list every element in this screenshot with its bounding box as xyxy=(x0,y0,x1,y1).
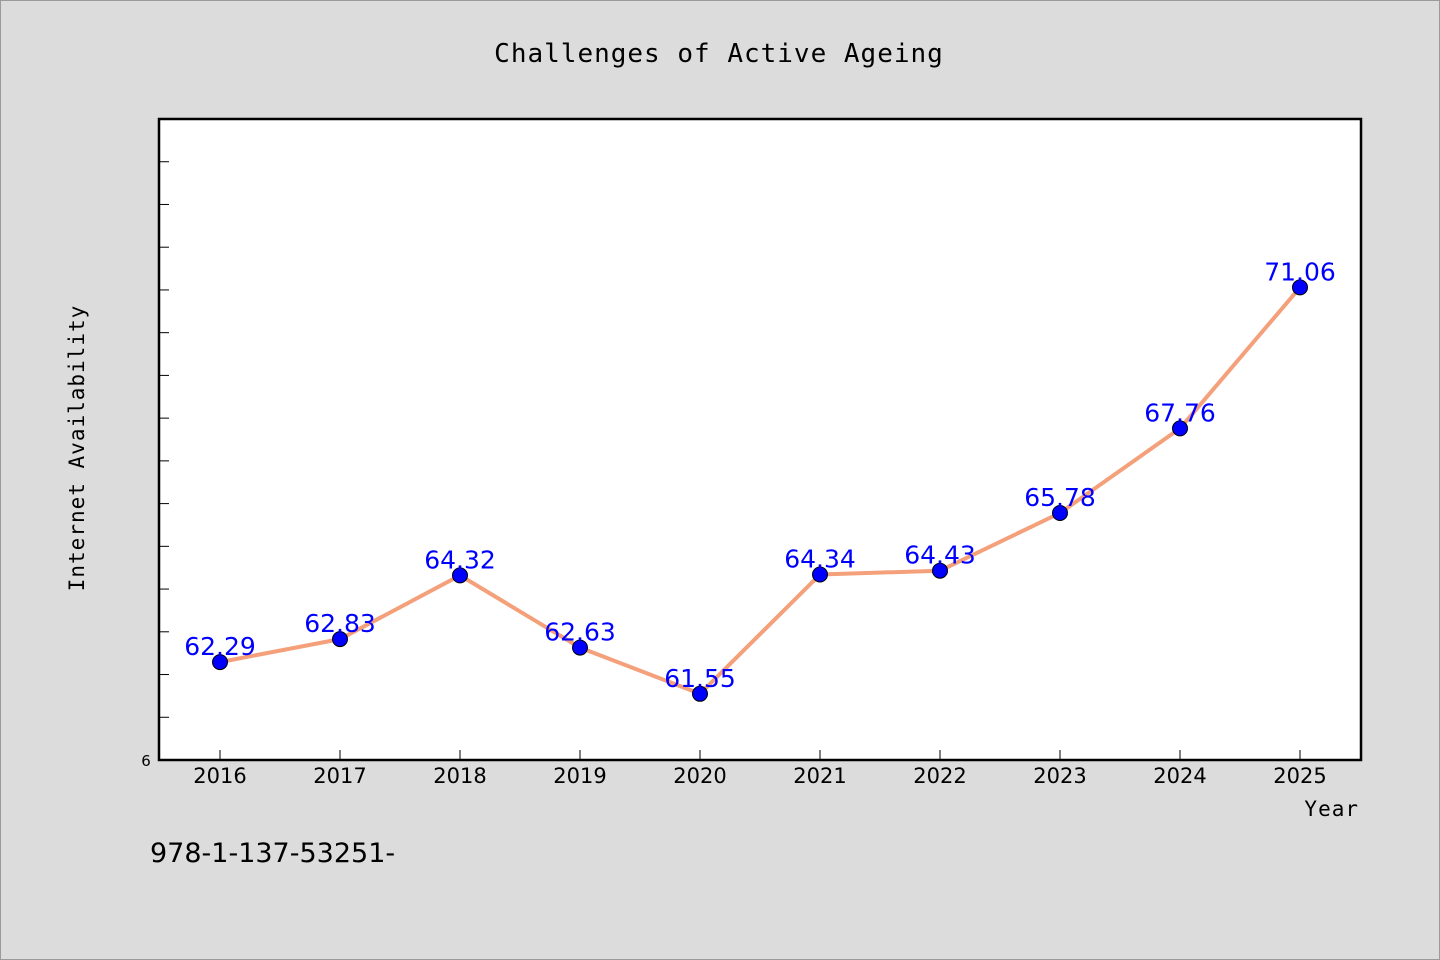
series-line xyxy=(218,285,1302,696)
isbn-text: 978-1-137-53251- xyxy=(150,838,395,869)
data-point-2019 xyxy=(572,639,588,656)
data-point-2024 xyxy=(1172,420,1188,437)
data-label-2018: 64.32 xyxy=(424,545,496,574)
data-point-2020 xyxy=(692,685,708,702)
data-point-2021 xyxy=(812,566,828,583)
data-labels: 62.29 62.83 64.32 62.63 61.55 64.34 64.43 65.78… xyxy=(184,257,1336,692)
x-tick-label-2022: 2022 xyxy=(913,764,966,788)
data-markers xyxy=(212,279,1308,702)
data-label-2023: 65.78 xyxy=(1024,483,1096,512)
x-tick-label-2017: 2017 xyxy=(313,764,366,788)
y-axis-bottom-tick-label: 6 xyxy=(141,752,151,770)
x-tick-label-2024: 2024 xyxy=(1153,764,1206,788)
plot-area xyxy=(157,117,1363,762)
x-axis-ticks xyxy=(219,750,1301,760)
data-label-2017: 62.83 xyxy=(304,609,376,638)
chart-title: Challenges of Active Ageing xyxy=(494,39,944,69)
data-label-2019: 62.63 xyxy=(544,618,616,647)
data-label-2020: 61.55 xyxy=(664,664,736,693)
x-tick-label-2018: 2018 xyxy=(433,764,486,788)
x-tick-label-2025: 2025 xyxy=(1273,764,1326,788)
x-tick-label-2023: 2023 xyxy=(1033,764,1086,788)
data-point-2017 xyxy=(332,631,348,648)
x-tick-label-2020: 2020 xyxy=(673,764,726,788)
data-label-2021: 64.34 xyxy=(784,545,856,574)
x-axis-tick-labels: 2016 2017 2018 2019 2020 2021 2022 2023 2024 2025 xyxy=(193,764,1326,788)
data-point-2022 xyxy=(932,562,948,579)
y-axis-label: Internet Availability xyxy=(65,305,89,592)
x-tick-label-2016: 2016 xyxy=(193,764,246,788)
data-point-2018 xyxy=(452,567,468,584)
data-label-2024: 67.76 xyxy=(1144,398,1216,427)
y-axis-ticks xyxy=(159,161,169,718)
x-tick-label-2019: 2019 xyxy=(553,764,606,788)
x-tick-label-2021: 2021 xyxy=(793,764,846,788)
data-point-2023 xyxy=(1052,505,1068,521)
data-point-2025 xyxy=(1292,279,1308,296)
data-label-2022: 64.43 xyxy=(904,541,976,570)
x-axis-label: Year xyxy=(1304,797,1359,821)
data-point-2016 xyxy=(212,654,228,671)
data-label-2016: 62.29 xyxy=(184,632,256,661)
data-label-2025: 71.06 xyxy=(1264,257,1336,286)
